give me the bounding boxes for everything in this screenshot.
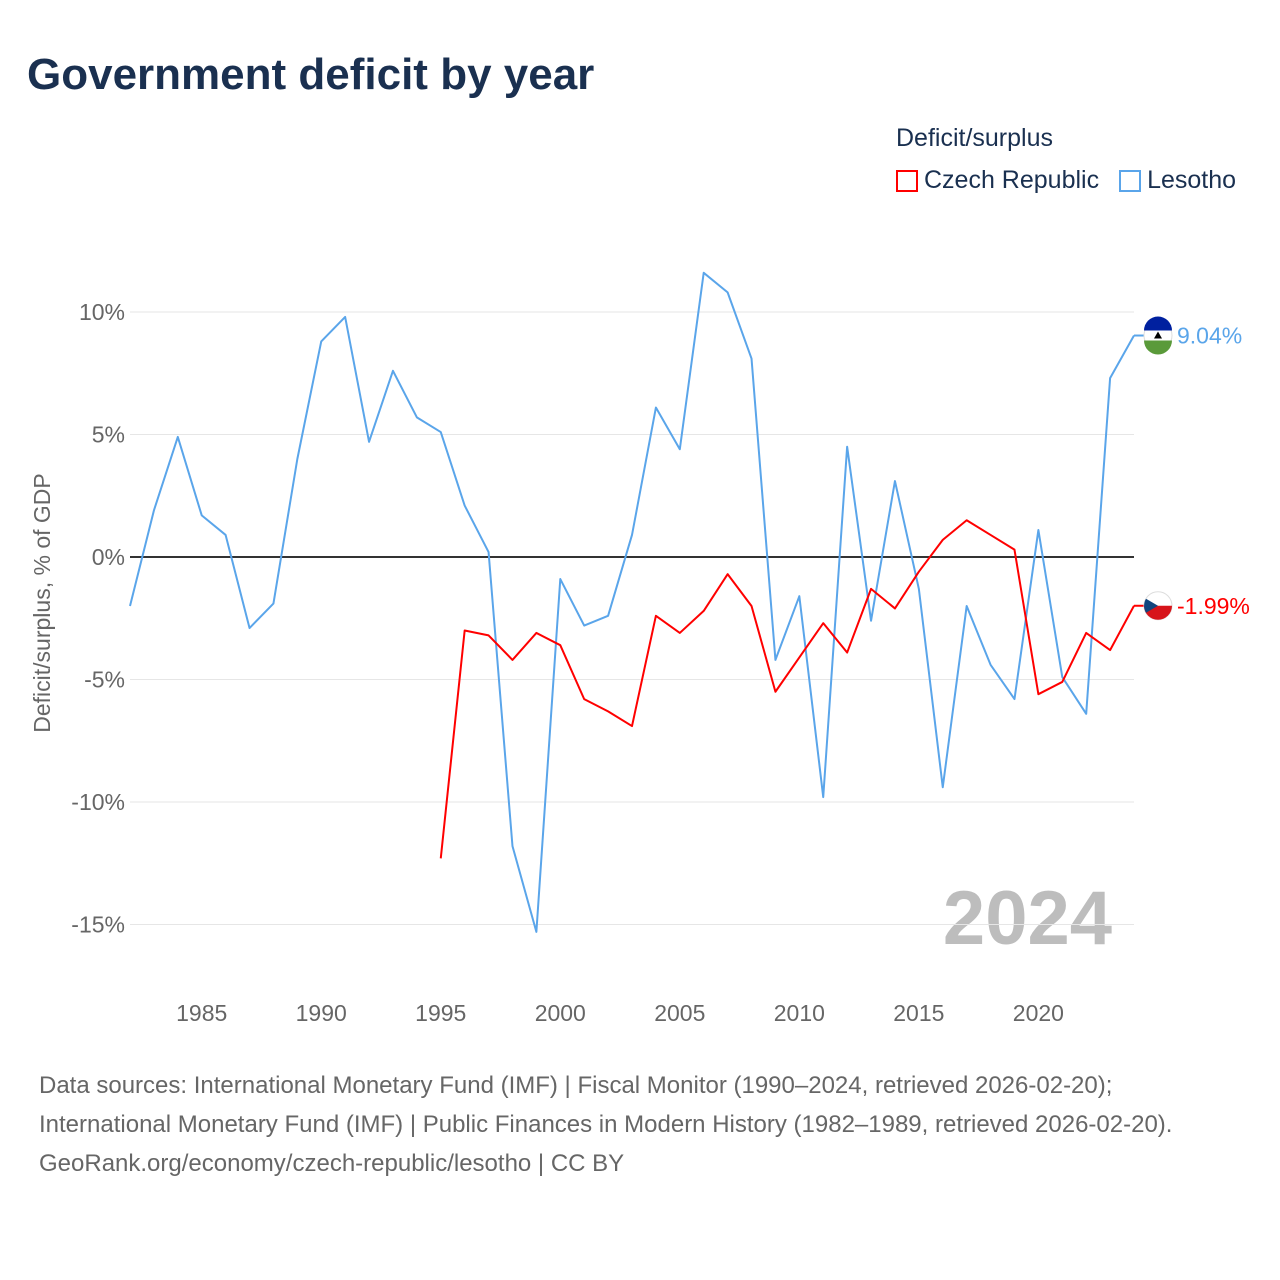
legend-swatch-lesotho — [1119, 169, 1142, 192]
end-value-label: 9.04% — [1177, 323, 1242, 349]
lesotho-flag-green — [1144, 340, 1172, 355]
x-tick-label: 2020 — [1013, 1000, 1064, 1026]
legend-title: Deficit/surplus — [896, 124, 1053, 152]
end-value-label: -1.99% — [1177, 593, 1250, 619]
footer: Data sources: International Monetary Fun… — [39, 1066, 1239, 1183]
x-tick-label: 2000 — [535, 1000, 586, 1026]
lesotho-flag-hat — [1154, 331, 1162, 339]
y-axis-label: Deficit/surplus, % of GDP — [29, 473, 55, 732]
legend-item-czech-republic[interactable]: Czech Republic — [896, 166, 1099, 195]
legend: Czech Republic Lesotho — [896, 166, 1236, 195]
year-watermark: 2024 — [943, 876, 1112, 961]
data-sources: Data sources: International Monetary Fun… — [39, 1072, 1173, 1138]
x-tick-label: 1995 — [415, 1000, 466, 1026]
legend-label-lesotho: Lesotho — [1147, 166, 1237, 194]
x-tick-label: 1985 — [176, 1000, 227, 1026]
source-link[interactable]: GeoRank.org/economy/czech-republic/lesot… — [39, 1150, 625, 1177]
czech-flag-blue — [1144, 598, 1158, 613]
y-tick-label: -5% — [84, 667, 125, 693]
x-tick-label: 1990 — [296, 1000, 347, 1026]
lesotho-flag-blue — [1144, 316, 1172, 331]
y-tick-label: 10% — [79, 299, 125, 325]
series-line-lesotho — [129, 271, 1135, 933]
y-tick-label: -15% — [71, 912, 125, 938]
legend-swatch-czech — [896, 169, 918, 192]
y-tick-label: 0% — [92, 544, 125, 570]
y-tick-label: 5% — [92, 422, 125, 448]
legend-item-lesotho[interactable]: Lesotho — [1119, 166, 1236, 195]
legend-label-czech: Czech Republic — [924, 166, 1100, 194]
y-tick-label: -10% — [71, 789, 125, 815]
x-tick-label: 2010 — [774, 1000, 825, 1026]
x-tick-label: 2015 — [893, 1000, 944, 1026]
x-tick-label: 2005 — [654, 1000, 705, 1026]
chart-title: Government deficit by year — [27, 50, 595, 99]
series-line-czech-republic — [439, 519, 1135, 859]
